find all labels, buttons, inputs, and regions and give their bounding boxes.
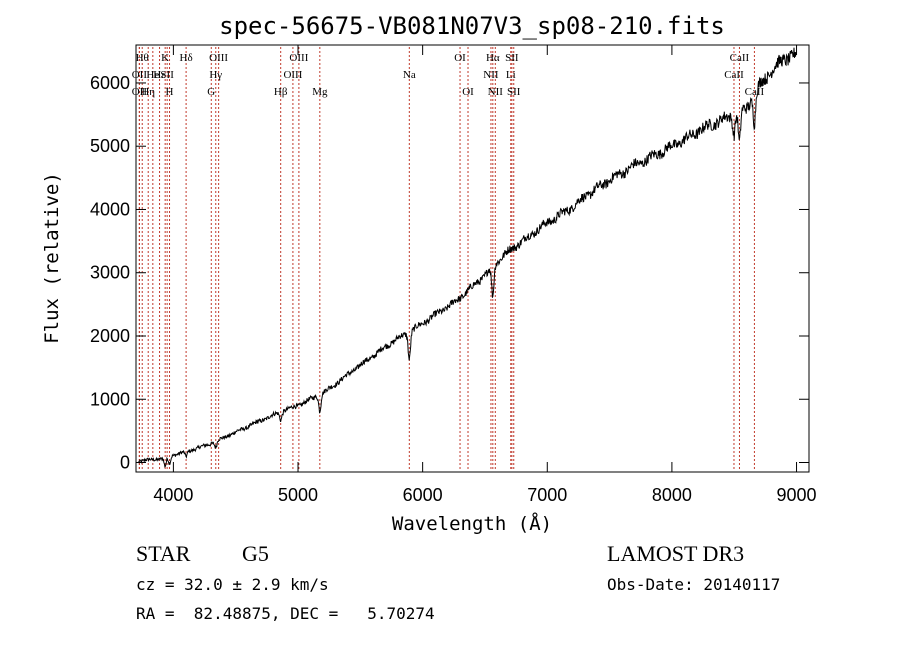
spectral-line-label: Na [403, 69, 416, 81]
chart-title: spec-56675-VB081N07V3_sp08-210.fits [219, 12, 725, 40]
spectral-line-label: G [207, 86, 215, 98]
spectral-line-label: OIII [209, 52, 228, 64]
spectral-line-label: K [161, 52, 169, 64]
x-tick-label: 4000 [153, 485, 193, 505]
x-tick-label: 9000 [777, 485, 817, 505]
spectral-line-label: Hδ [180, 52, 193, 64]
x-tick-label: 6000 [403, 485, 443, 505]
object-class: STAR [136, 541, 191, 566]
y-axis-label: Flux (relative) [41, 172, 63, 344]
x-tick-label: 5000 [278, 485, 318, 505]
spectral-line-label: NII [483, 69, 499, 81]
spectral-line-label: OIII [289, 52, 308, 64]
spectral-line-label: Hθ [136, 52, 149, 64]
spectral-line-label: He [146, 69, 159, 81]
spectral-line-label: Mg [312, 86, 328, 98]
spectral-line-label: Li [506, 69, 516, 81]
spectral-line-label: SII [160, 69, 174, 81]
x-tick-label: 8000 [652, 485, 692, 505]
spectrum-line [138, 47, 797, 469]
y-tick-label: 4000 [90, 199, 130, 219]
spectral-line-markers [138, 47, 755, 471]
y-tick-label: 2000 [90, 326, 130, 346]
spectral-line-label: Hα [486, 52, 500, 64]
y-tick-label: 3000 [90, 263, 130, 283]
coordinates-readout: RA = 82.48875, DEC = 5.70274 [136, 604, 435, 623]
spectral-line-labels: HθOIIOIIHηHeKHHεSIIHδGHγOIIIHβOIIIOIIIMg… [132, 52, 765, 98]
spectral-line-label: Hβ [274, 86, 288, 98]
spectral-line-label: OII [132, 69, 148, 81]
x-tick-label: 7000 [527, 485, 567, 505]
spectral-line-label: OI [454, 52, 466, 64]
spectral-line-label: CaII [745, 86, 765, 98]
spectral-line-label: Hη [141, 86, 155, 98]
spectral-line-label: Hγ [209, 69, 222, 81]
spectral-line-label: CaII [730, 52, 750, 64]
spectral-line-label: OI [462, 86, 474, 98]
plot-frame [135, 44, 810, 473]
x-axis-label: Wavelength (Å) [392, 512, 552, 535]
spectral-line-label: Hε [153, 69, 166, 81]
y-tick-label: 5000 [90, 136, 130, 156]
spectral-line-label: SII [507, 86, 521, 98]
redshift-readout: cz = 32.0 ± 2.9 km/s [136, 575, 329, 594]
spectral-line-label: OIII [283, 69, 302, 81]
y-tick-label: 0 [120, 453, 130, 473]
spectral-line-label: H [166, 86, 174, 98]
spectral-line-label: CaII [724, 69, 744, 81]
spectral-line-label: NII [488, 86, 504, 98]
y-tick-label: 1000 [90, 389, 130, 409]
survey-name: LAMOST DR3 [607, 541, 744, 566]
y-tick-label: 6000 [90, 73, 130, 93]
spectral-line-label: SII [505, 52, 519, 64]
y-axis-ticks: 0 1000 2000 3000 4000 5000 6000 [90, 73, 809, 473]
object-subclass: G5 [242, 541, 269, 566]
x-axis-ticks: 4000 5000 6000 7000 8000 9000 [153, 45, 817, 505]
obs-date-readout: Obs-Date: 20140117 [607, 575, 780, 594]
